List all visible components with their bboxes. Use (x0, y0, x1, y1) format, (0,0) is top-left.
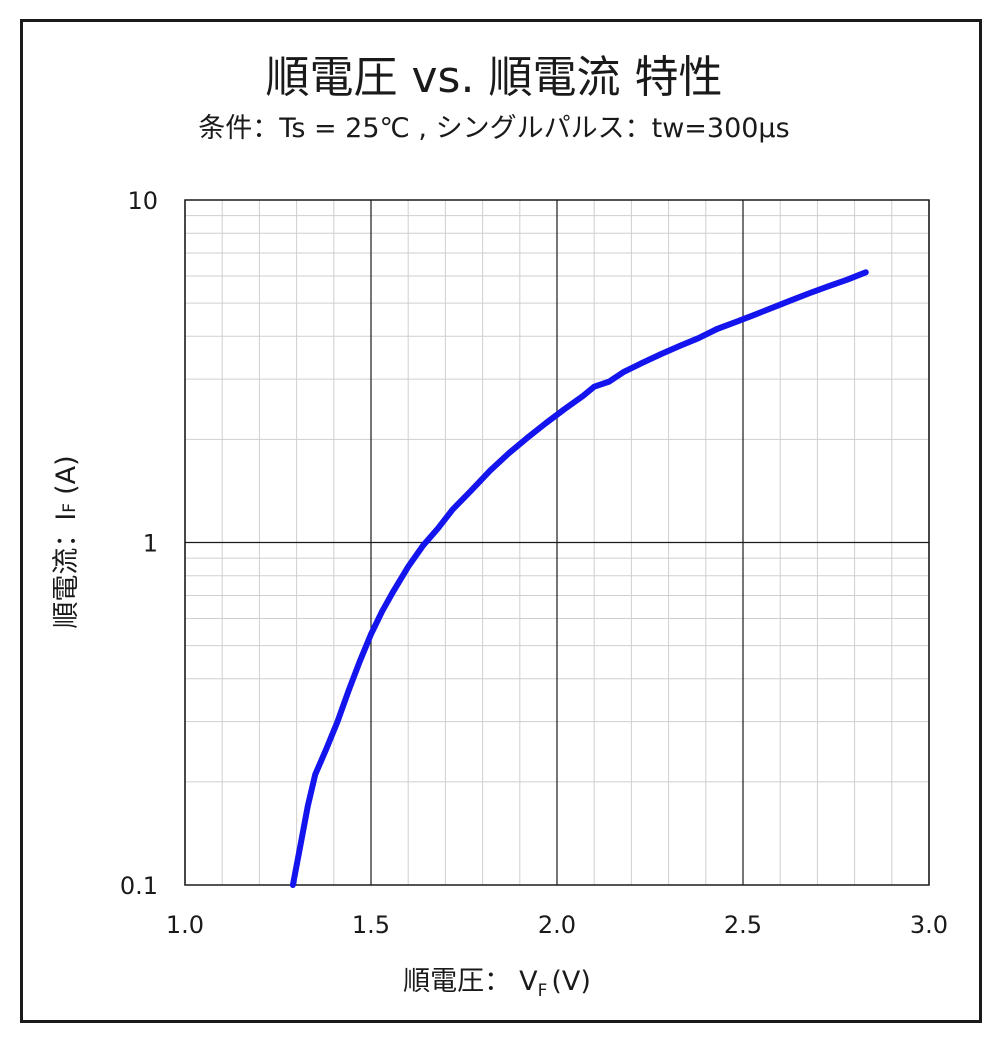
x-tick-label: 2.5 (724, 911, 762, 939)
x-tick-labels: 1.0 1.5 2.0 2.5 3.0 (166, 911, 948, 939)
series-line (289, 269, 869, 888)
y-tick-labels: 0.1 1 10 (120, 187, 158, 900)
y-axis-label-unit: (A) (51, 455, 82, 495)
x-axis-label-symbol: V (519, 966, 538, 997)
y-axis-label-subscript: F (60, 503, 80, 513)
y-tick-label: 10 (127, 187, 158, 215)
y-axis-label-symbol: I (51, 513, 82, 521)
chart-frame (20, 19, 982, 1023)
x-tick-label: 2.0 (538, 911, 576, 939)
y-tick-label: 1 (143, 530, 158, 558)
y-tick-label: 0.1 (120, 872, 158, 900)
chart-title: 順電圧 vs. 順電流 特性 (266, 52, 723, 103)
y-axis-label-main: 順電流： (51, 521, 82, 629)
chart-subtitle: 条件：Ts = 25℃ , シングルパルス：tw=300μs (198, 113, 789, 144)
x-axis-label-unit: (V) (551, 966, 591, 997)
x-axis-label: 順電圧： VF (V) (403, 966, 591, 1001)
plot-area (184, 199, 930, 886)
x-tick-label: 1.5 (352, 911, 390, 939)
x-tick-label: 3.0 (910, 911, 948, 939)
y-axis-label: 順電流：IF (A) (51, 455, 82, 628)
x-axis-label-subscript: F (538, 981, 548, 1001)
x-axis-label-main: 順電圧： (403, 966, 511, 997)
x-tick-label: 1.0 (166, 911, 204, 939)
